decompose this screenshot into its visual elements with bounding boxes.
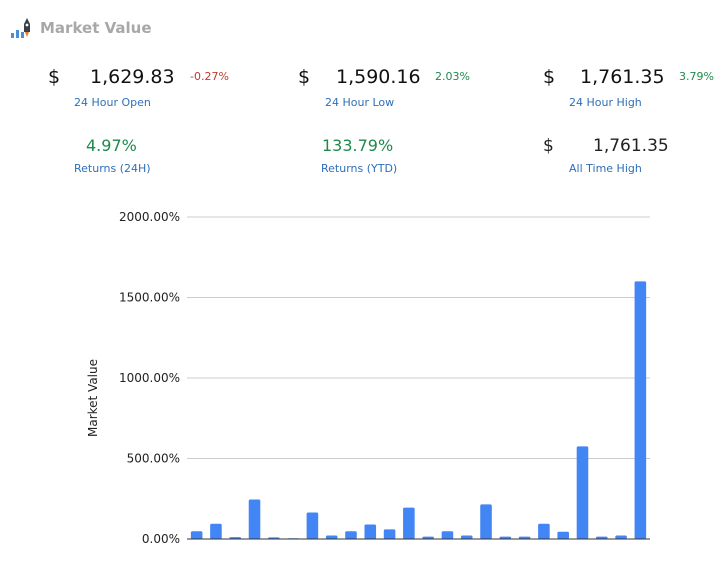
bar[interactable]	[518, 536, 531, 539]
stat-24h-low: $ 1,590.16 2.03% 24 Hour Low	[250, 66, 490, 116]
bar[interactable]	[403, 507, 415, 539]
y-tick-label: 1000.00%	[119, 371, 180, 385]
bar[interactable]	[615, 535, 627, 539]
bar[interactable]	[345, 531, 357, 539]
stat-change: -0.27%	[190, 70, 229, 83]
y-tick-label: 1500.00%	[119, 291, 180, 305]
bar[interactable]	[325, 535, 338, 539]
chart-gridlines	[187, 216, 650, 459]
bar[interactable]	[595, 536, 608, 539]
stat-label: 24 Hour High	[569, 96, 642, 109]
bar[interactable]	[634, 281, 647, 539]
stat-label: Returns (YTD)	[321, 162, 398, 175]
stat-24h-high: $ 1,761.35 3.79% 24 Hour High	[495, 66, 722, 116]
currency-symbol: $	[543, 136, 554, 156]
stat-value: 133.79%	[322, 136, 394, 155]
currency-symbol: $	[543, 66, 556, 88]
stat-label: 24 Hour Open	[74, 96, 151, 109]
stat-value: 1,761.35	[580, 66, 665, 88]
bar[interactable]	[576, 446, 589, 539]
stat-value: 4.97%	[86, 136, 137, 155]
y-axis-ticks: 0.00% 500.00% 1000.00% 1500.00% 2000.00%	[119, 210, 180, 546]
bar[interactable]	[499, 536, 512, 539]
stat-change: 3.79%	[679, 70, 714, 83]
currency-symbol: $	[298, 66, 311, 88]
stat-label: All Time High	[569, 162, 642, 175]
bar[interactable]	[480, 504, 492, 539]
stat-24h-open: $ 1,629.83 -0.27% 24 Hour Open	[0, 66, 240, 116]
bar[interactable]	[364, 524, 377, 539]
bar[interactable]	[306, 512, 319, 539]
stat-label: 24 Hour Low	[325, 96, 395, 109]
stat-returns-24h: 4.97% Returns (24H)	[0, 136, 240, 186]
y-tick-label: 500.00%	[127, 452, 180, 466]
chart-bars	[190, 281, 647, 539]
rocket-chart-icon	[11, 18, 30, 38]
bar[interactable]	[460, 535, 473, 539]
bar[interactable]	[190, 531, 203, 539]
stat-value: 1,590.16	[336, 66, 421, 88]
bar[interactable]	[383, 529, 396, 539]
bar[interactable]	[210, 523, 222, 539]
bar[interactable]	[422, 536, 434, 539]
stat-value: 1,761.35	[593, 136, 669, 156]
bar[interactable]	[248, 499, 261, 539]
bar[interactable]	[538, 523, 550, 539]
stat-all-time-high: $ 1,761.35 All Time High	[495, 136, 722, 186]
market-value-bar-chart: 0.00% 500.00% 1000.00% 1500.00% 2000.00% Mar…	[86, 210, 650, 546]
stat-value: 1,629.83	[90, 66, 175, 88]
bar[interactable]	[441, 531, 454, 539]
y-axis-label: Market Value	[86, 359, 100, 437]
stat-returns-ytd: 133.79% Returns (YTD)	[250, 136, 490, 186]
stat-change: 2.03%	[435, 70, 470, 83]
y-tick-label: 2000.00%	[119, 210, 180, 224]
currency-symbol: $	[48, 66, 61, 88]
stat-label: Returns (24H)	[74, 162, 151, 175]
page-title: Market Value	[40, 19, 152, 37]
bar[interactable]	[557, 531, 569, 539]
y-tick-label: 0.00%	[142, 532, 180, 546]
header: Market Value	[10, 14, 152, 42]
